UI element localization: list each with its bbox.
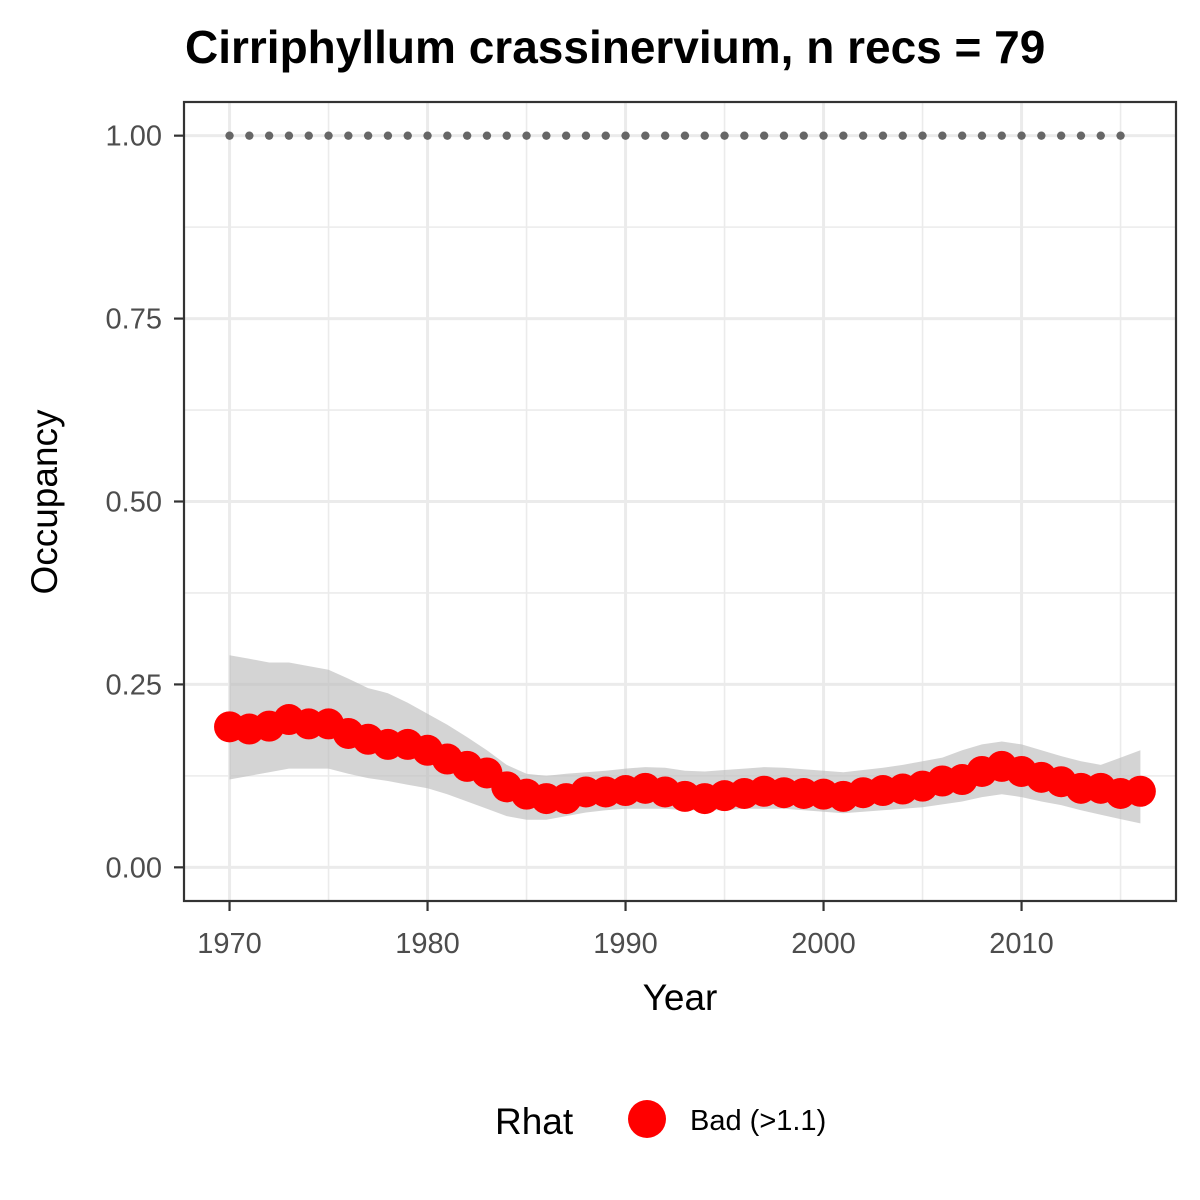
reference-dot-43: [1076, 131, 1086, 140]
y-tick-label-0: 0.00: [106, 852, 162, 884]
reference-dot-31: [839, 131, 848, 140]
legend: Rhat Bad (>1.1): [495, 1100, 826, 1142]
occupancy-point-2016: [1124, 775, 1156, 807]
legend-title: Rhat: [495, 1101, 574, 1142]
reference-dot-21: [641, 131, 650, 140]
chart-title: Cirriphyllum crassinervium, n recs = 79: [185, 21, 1045, 73]
y-tick-label-4: 1.00: [106, 121, 162, 153]
reference-dot-32: [858, 131, 868, 140]
reference-dot-3: [284, 131, 294, 140]
y-tick-label-2: 0.50: [106, 487, 162, 519]
reference-dot-5: [324, 131, 333, 140]
reference-dot-8: [383, 131, 393, 140]
x-tick-label-0: 1970: [197, 928, 262, 960]
reference-dot-0: [225, 131, 234, 140]
reference-dot-37: [957, 131, 967, 140]
legend-key-bad: [628, 1100, 666, 1138]
reference-dot-25: [720, 131, 729, 140]
reference-dot-20: [621, 131, 630, 140]
x-tick-label-2: 1990: [593, 928, 658, 960]
reference-dot-27: [759, 131, 769, 140]
reference-dot-18: [581, 131, 591, 140]
legend-label-bad: Bad (>1.1): [690, 1105, 826, 1137]
reference-dot-1: [245, 131, 254, 140]
reference-dot-23: [680, 131, 690, 140]
reference-dot-19: [601, 131, 610, 140]
reference-dot-16: [542, 131, 551, 140]
reference-dot-30: [819, 131, 828, 140]
reference-dot-39: [997, 131, 1006, 140]
reference-dot-7: [363, 131, 373, 140]
occupancy-points-layer: [214, 704, 1156, 815]
y-axis-title: Occupancy: [24, 409, 65, 595]
reference-dot-24: [700, 131, 709, 140]
reference-dot-26: [740, 131, 749, 140]
x-axis-title: Year: [643, 977, 718, 1018]
x-tick-label-1: 1980: [395, 928, 460, 960]
reference-dot-17: [561, 131, 571, 140]
reference-dot-35: [918, 131, 927, 140]
reference-dot-6: [344, 131, 353, 140]
reference-dot-45: [1116, 131, 1125, 140]
reference-line-layer: [225, 131, 1125, 140]
y-tick-label-1: 0.25: [106, 669, 162, 701]
reference-dot-2: [264, 131, 274, 140]
reference-dot-36: [938, 131, 947, 140]
y-axis: 0.00 0.25 0.50 0.75 1.00: [106, 121, 184, 884]
reference-dot-13: [482, 131, 492, 140]
x-tick-label-3: 2000: [791, 928, 856, 960]
reference-dot-41: [1037, 131, 1046, 140]
reference-dot-34: [898, 131, 907, 140]
reference-dot-4: [304, 131, 313, 140]
y-tick-label-3: 0.75: [106, 304, 162, 336]
reference-dot-12: [462, 131, 472, 140]
reference-dot-22: [660, 131, 670, 140]
reference-dot-10: [423, 131, 432, 140]
reference-dot-15: [522, 131, 531, 140]
reference-dot-44: [1096, 131, 1105, 140]
reference-dot-38: [977, 131, 987, 140]
reference-dot-9: [403, 131, 412, 140]
reference-dot-14: [502, 131, 511, 140]
reference-dot-29: [799, 131, 808, 140]
reference-dot-40: [1017, 131, 1026, 140]
reference-dot-11: [443, 131, 452, 140]
reference-dot-33: [878, 131, 888, 140]
reference-dot-42: [1056, 131, 1066, 140]
x-axis: 1970 1980 1990 2000 2010: [197, 901, 1054, 960]
x-tick-label-4: 2010: [989, 928, 1054, 960]
reference-dot-28: [779, 131, 789, 140]
